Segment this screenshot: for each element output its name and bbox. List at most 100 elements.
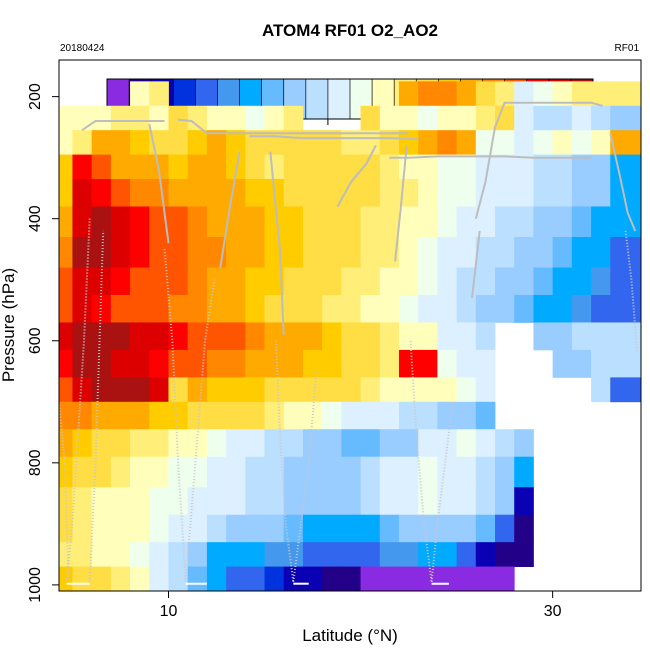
heatmap-cell xyxy=(360,566,381,592)
heatmap-cell xyxy=(130,294,150,323)
heatmap-cell xyxy=(322,154,342,180)
heatmap-cell xyxy=(91,456,112,488)
heatmap-cell xyxy=(245,237,265,268)
heatmap-cell xyxy=(456,294,477,323)
heatmap-cell xyxy=(226,179,246,207)
heatmap-cell xyxy=(360,206,381,238)
heatmap-cell xyxy=(264,377,285,403)
heatmap-cell xyxy=(379,377,400,403)
heatmap-cell xyxy=(149,566,169,592)
heatmap-cell xyxy=(72,487,93,516)
heatmap-cell xyxy=(418,377,438,403)
heatmap-cell xyxy=(322,377,342,403)
heatmap-cell xyxy=(168,154,189,180)
heatmap-cell xyxy=(72,322,93,351)
heatmap-cell xyxy=(206,294,227,323)
heatmap-cell xyxy=(514,429,534,458)
heatmap-cell xyxy=(283,377,304,403)
heatmap-cell xyxy=(398,322,419,351)
heatmap-cell xyxy=(91,237,112,268)
heatmap-cell xyxy=(302,456,323,488)
heatmap-cell xyxy=(475,105,496,131)
heatmap-cell xyxy=(168,542,189,567)
heatmap-cell xyxy=(495,514,515,543)
heatmap-cell xyxy=(187,542,208,567)
heatmap-cell xyxy=(226,349,246,378)
heatmap-cell xyxy=(187,105,208,131)
heatmap-cell xyxy=(571,154,592,180)
heatmap-cell xyxy=(226,566,246,592)
heatmap-cell xyxy=(495,130,515,155)
heatmap-cell xyxy=(168,294,189,323)
heatmap-cell xyxy=(475,322,496,351)
heatmap-cell xyxy=(379,322,400,351)
heatmap-cell xyxy=(283,322,304,351)
heatmap-cell xyxy=(206,322,227,351)
heatmap-cell xyxy=(302,294,323,323)
flight-track-segment xyxy=(471,230,481,299)
heatmap-cell xyxy=(437,206,458,238)
heatmap-cell xyxy=(418,81,438,107)
heatmap-cell xyxy=(360,105,381,131)
heatmap-cell xyxy=(418,401,438,430)
heatmap-cell xyxy=(398,377,419,403)
heatmap-cell xyxy=(59,179,73,207)
heatmap-cell xyxy=(72,237,93,268)
colorbar-swatch xyxy=(305,79,329,119)
heatmap-cell xyxy=(302,267,323,296)
heatmap-cell xyxy=(398,294,419,323)
heatmap-cell xyxy=(187,206,208,238)
heatmap-cell xyxy=(91,322,112,351)
heatmap-cell xyxy=(360,349,381,378)
heatmap-cell xyxy=(456,401,477,430)
heatmap-cell xyxy=(187,566,208,592)
heatmap-cell xyxy=(514,487,534,516)
heatmap-cell xyxy=(398,542,419,567)
heatmap-cell xyxy=(130,514,150,543)
heatmap-cell xyxy=(514,237,534,268)
heatmap-cell xyxy=(187,322,208,351)
heatmap-cell xyxy=(360,456,381,488)
heatmap-cell xyxy=(418,456,438,488)
heatmap-cell xyxy=(168,237,189,268)
heatmap-cell xyxy=(379,514,400,543)
heatmap-cell xyxy=(72,105,93,131)
heatmap-cell xyxy=(341,179,361,207)
heatmap-cell xyxy=(533,322,554,351)
heatmap-cell xyxy=(264,322,285,351)
heatmap-cell xyxy=(110,487,131,516)
heatmap-cell xyxy=(187,456,208,488)
heatmap-cell xyxy=(149,487,169,516)
heatmap-cell xyxy=(610,349,642,378)
heatmap-cell xyxy=(591,130,611,155)
heatmap-cell xyxy=(495,267,515,296)
heatmap-cell xyxy=(533,154,554,180)
heatmap-cell xyxy=(437,429,458,458)
heatmap-cell xyxy=(110,377,131,403)
heatmap-cell xyxy=(398,401,419,430)
heatmap-cell xyxy=(72,377,93,403)
heatmap-cell xyxy=(341,130,361,155)
heatmap-cell xyxy=(130,401,150,430)
heatmap-cell xyxy=(130,542,150,567)
heatmap-cell xyxy=(72,206,93,238)
heatmap-cell xyxy=(418,105,438,131)
heatmap-cell xyxy=(437,542,458,567)
y-tick-label: 800 xyxy=(27,449,44,476)
heatmap-cell xyxy=(533,81,554,107)
heatmap-cell xyxy=(264,206,285,238)
plot-frame xyxy=(58,59,642,592)
heatmap-cell xyxy=(610,237,642,268)
heatmap-cell xyxy=(59,566,73,592)
heatmap-cell xyxy=(552,294,573,323)
heatmap-cell xyxy=(571,237,592,268)
heatmap-cell xyxy=(341,237,361,268)
heatmap-cell xyxy=(533,237,554,268)
heatmap-cell xyxy=(264,566,285,592)
heatmap-cell xyxy=(187,401,208,430)
heatmap-cell xyxy=(264,154,285,180)
heatmap-cell xyxy=(149,267,169,296)
heatmap-cell xyxy=(110,542,131,567)
heatmap-cell xyxy=(360,429,381,458)
